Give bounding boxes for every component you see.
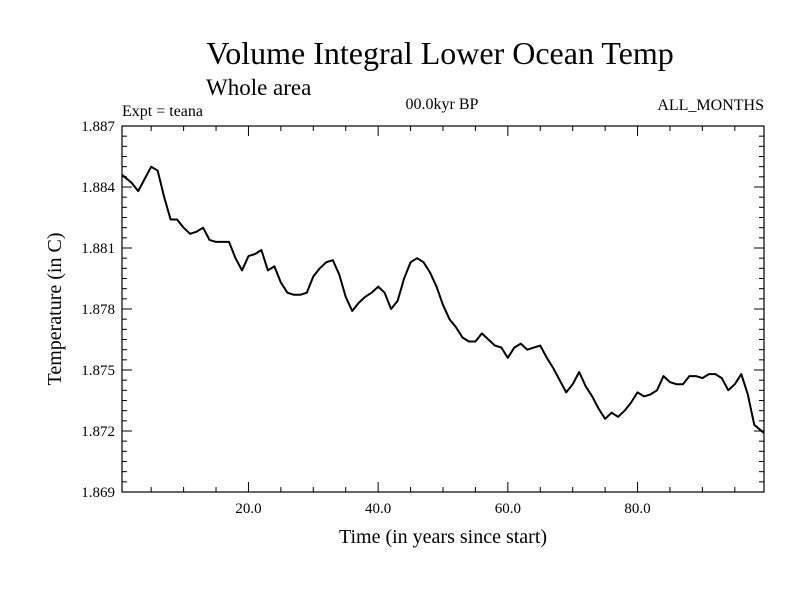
period-label: 00.0kyr BP <box>406 96 479 113</box>
x-tick-label: 60.0 <box>495 501 521 517</box>
temperature-series-line <box>121 165 765 434</box>
y-axis-label: Temperature (in C) <box>44 233 66 386</box>
x-tick-label: 20.0 <box>235 501 261 517</box>
months-label: ALL_MONTHS <box>657 97 764 114</box>
x-axis-label: Time (in years since start) <box>339 526 547 548</box>
y-tick-label: 1.872 <box>81 424 115 440</box>
experiment-label: Expt = teana <box>122 103 203 120</box>
y-tick-label: 1.881 <box>81 241 115 257</box>
y-tick-label: 1.884 <box>81 180 115 196</box>
x-tick-label: 80.0 <box>624 501 650 517</box>
y-tick-label: 1.869 <box>81 485 115 501</box>
y-tick-label: 1.887 <box>81 119 115 135</box>
plot-frame <box>121 125 765 493</box>
y-axis: 1.869 1.872 1.875 1.878 1.881 1.884 1.887 <box>81 119 764 501</box>
y-tick-label: 1.875 <box>81 363 115 379</box>
y-tick-label: 1.878 <box>81 302 115 318</box>
x-axis: 20.0 40.0 60.0 80.0 <box>150 126 736 517</box>
x-tick-label: 40.0 <box>365 501 391 517</box>
chart-title: Volume Integral Lower Ocean Temp <box>206 35 674 71</box>
chart-subtitle: Whole area <box>206 75 311 100</box>
